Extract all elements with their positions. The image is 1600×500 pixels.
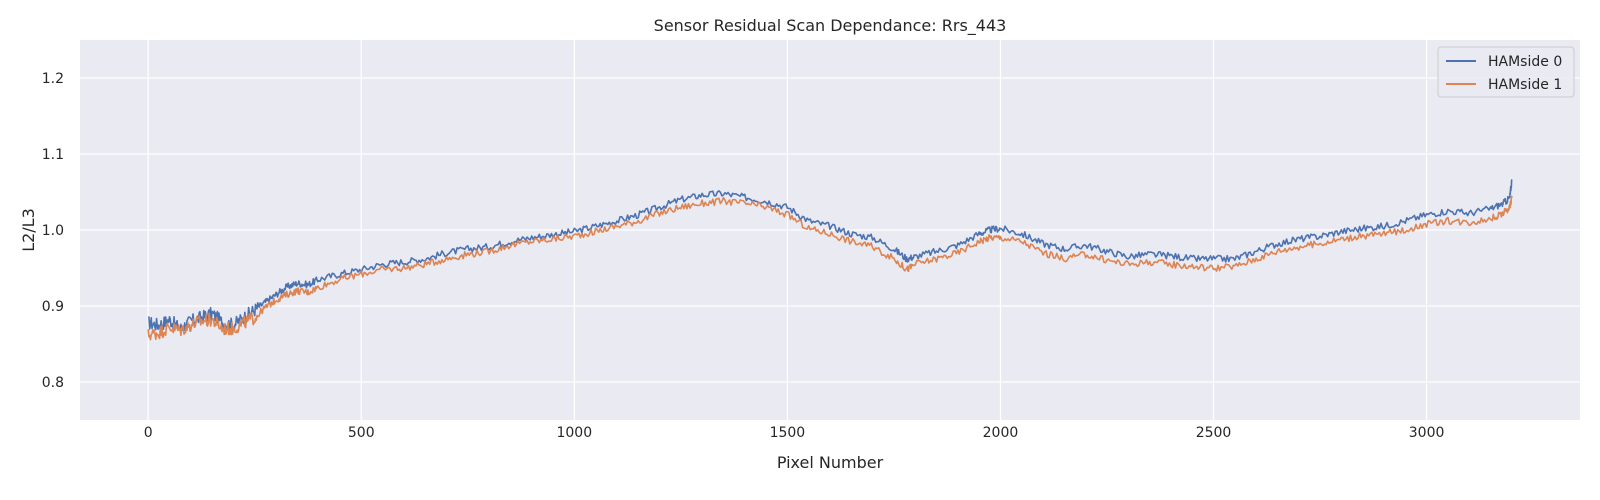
y-axis-label: L2/L3 [19,208,38,252]
grid [80,40,1580,420]
chart-title: Sensor Residual Scan Dependance: Rrs_443 [654,16,1007,36]
x-tick-label: 2500 [1196,425,1232,441]
x-tick-label: 1000 [556,425,592,441]
x-tick-label: 0 [144,425,153,441]
x-tick-label: 2000 [983,425,1019,441]
legend-label-hamside-1: HAMside 1 [1488,77,1562,93]
x-axis-label: Pixel Number [777,453,884,472]
y-tick-label: 0.9 [42,299,64,315]
y-tick-label: 1.0 [42,223,64,239]
series-lines [147,179,1513,341]
x-tick-label: 500 [348,425,375,441]
x-tick-label: 3000 [1409,425,1445,441]
y-tick-label: 1.2 [42,71,64,87]
series-line-hamside-1 [147,195,1513,341]
x-tick-label: 1500 [770,425,806,441]
series-line-hamside-0 [147,179,1513,332]
legend-label-hamside-0: HAMside 0 [1488,54,1562,70]
y-tick-label: 0.8 [42,375,64,391]
legend: HAMside 0 HAMside 1 [1437,46,1575,98]
y-tick-label: 1.1 [42,147,64,163]
tick-labels: 0 500 1000 1500 2000 2500 3000 0.8 0.9 1.0 1.1 1.2 [42,71,1445,441]
